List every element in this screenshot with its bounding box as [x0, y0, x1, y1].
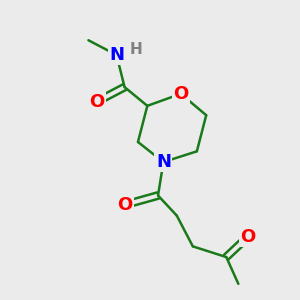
Text: O: O	[117, 196, 132, 214]
Text: N: N	[109, 46, 124, 64]
Text: N: N	[156, 153, 171, 171]
Text: O: O	[240, 228, 255, 246]
Text: O: O	[89, 93, 104, 111]
Text: O: O	[173, 85, 188, 103]
Text: H: H	[130, 42, 143, 57]
